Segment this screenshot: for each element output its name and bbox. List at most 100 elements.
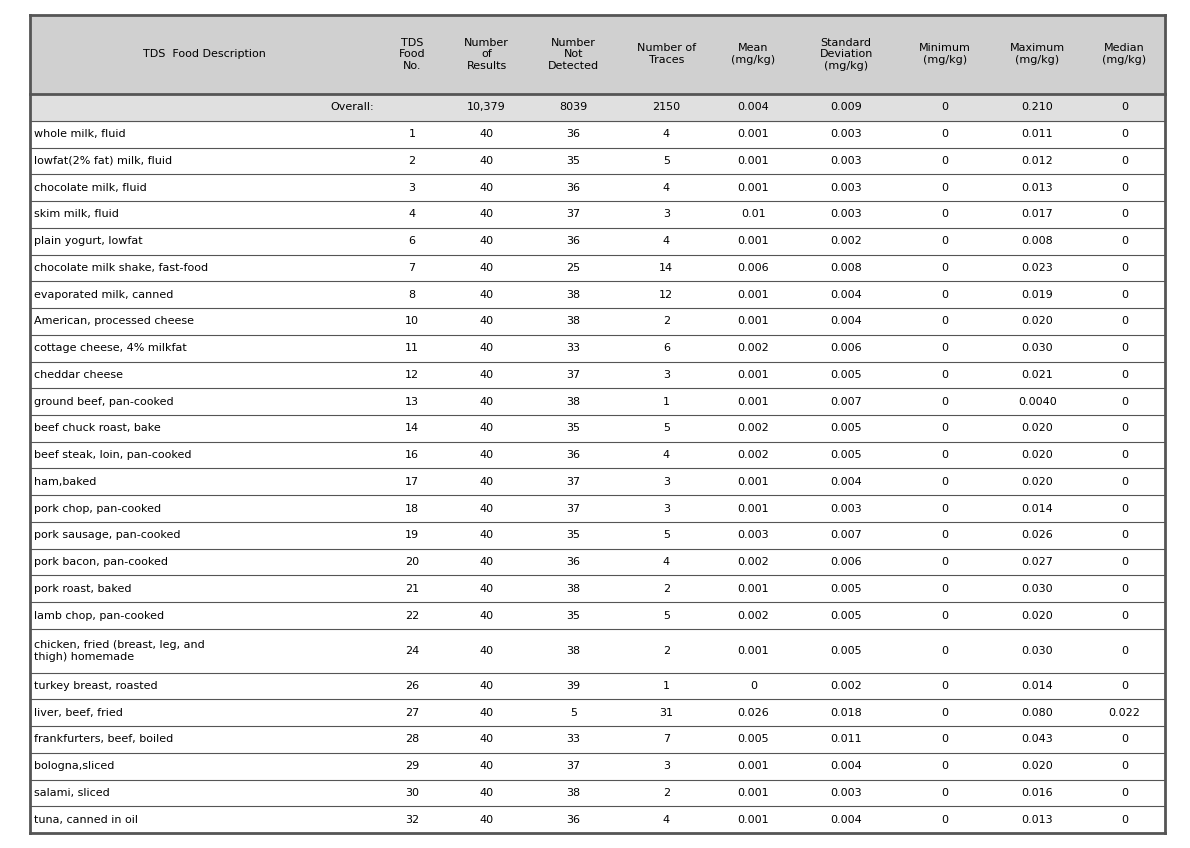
Text: 0: 0 <box>941 316 948 326</box>
Text: 0.020: 0.020 <box>1021 316 1053 326</box>
Text: pork roast, baked: pork roast, baked <box>35 583 132 594</box>
Text: 0: 0 <box>1121 316 1128 326</box>
Text: 3: 3 <box>663 504 670 514</box>
Text: 0.005: 0.005 <box>738 734 769 745</box>
Text: 0: 0 <box>1121 611 1128 621</box>
Text: 0.018: 0.018 <box>831 708 862 717</box>
Text: 0.020: 0.020 <box>1021 762 1053 771</box>
Text: chicken, fried (breast, leg, and
thigh) homemade: chicken, fried (breast, leg, and thigh) … <box>35 640 205 661</box>
Text: 0.002: 0.002 <box>738 557 769 567</box>
Text: 0.008: 0.008 <box>831 263 862 273</box>
Text: 0.007: 0.007 <box>831 397 862 407</box>
Text: 14: 14 <box>659 263 674 273</box>
Text: Standard
Deviation
(mg/kg): Standard Deviation (mg/kg) <box>820 37 872 71</box>
Text: 0.004: 0.004 <box>738 103 769 112</box>
Text: 3: 3 <box>663 209 670 220</box>
Text: 33: 33 <box>566 734 581 745</box>
Text: 2: 2 <box>663 788 670 798</box>
Text: 0.002: 0.002 <box>738 450 769 460</box>
Text: Minimum
(mg/kg): Minimum (mg/kg) <box>919 43 971 65</box>
Text: 36: 36 <box>566 450 581 460</box>
Text: 0.013: 0.013 <box>1022 182 1053 192</box>
Text: 0: 0 <box>1121 129 1128 139</box>
Text: 4: 4 <box>663 129 670 139</box>
Text: 24: 24 <box>405 645 419 656</box>
Text: chocolate milk shake, fast-food: chocolate milk shake, fast-food <box>35 263 208 273</box>
Text: 0: 0 <box>1121 397 1128 407</box>
Text: TDS
Food
No.: TDS Food No. <box>399 37 425 71</box>
Text: 39: 39 <box>566 681 581 691</box>
Text: 0: 0 <box>941 611 948 621</box>
Text: 40: 40 <box>480 504 494 514</box>
Text: 40: 40 <box>480 583 494 594</box>
Text: 0.001: 0.001 <box>738 504 769 514</box>
Text: evaporated milk, canned: evaporated milk, canned <box>35 290 174 299</box>
Text: tuna, canned in oil: tuna, canned in oil <box>35 815 138 824</box>
Text: 40: 40 <box>480 182 494 192</box>
Text: 40: 40 <box>480 530 494 540</box>
Text: 36: 36 <box>566 182 581 192</box>
Text: lamb chop, pan-cooked: lamb chop, pan-cooked <box>35 611 164 621</box>
Text: 0: 0 <box>1121 583 1128 594</box>
Text: 0.003: 0.003 <box>738 530 769 540</box>
Text: American, processed cheese: American, processed cheese <box>35 316 194 326</box>
Text: 0: 0 <box>941 645 948 656</box>
Text: 0.004: 0.004 <box>831 815 862 824</box>
Text: 10: 10 <box>405 316 419 326</box>
Text: 5: 5 <box>663 611 670 621</box>
Text: 0.001: 0.001 <box>738 583 769 594</box>
Text: 0.003: 0.003 <box>831 129 862 139</box>
Text: 3: 3 <box>408 182 415 192</box>
Text: 0: 0 <box>941 788 948 798</box>
Text: 40: 40 <box>480 681 494 691</box>
Text: 0.005: 0.005 <box>831 645 862 656</box>
Text: 40: 40 <box>480 708 494 717</box>
Text: 38: 38 <box>566 788 581 798</box>
Text: 40: 40 <box>480 397 494 407</box>
Text: 2150: 2150 <box>652 103 681 112</box>
Text: liver, beef, fried: liver, beef, fried <box>35 708 123 717</box>
Text: 0.01: 0.01 <box>741 209 765 220</box>
Text: 4: 4 <box>663 557 670 567</box>
Text: 0.004: 0.004 <box>831 762 862 771</box>
Text: 40: 40 <box>480 762 494 771</box>
Text: 0: 0 <box>941 815 948 824</box>
Text: ham,baked: ham,baked <box>35 477 96 487</box>
Text: 0.023: 0.023 <box>1021 263 1053 273</box>
Text: 0.043: 0.043 <box>1021 734 1053 745</box>
Text: 0.003: 0.003 <box>831 182 862 192</box>
Text: 8: 8 <box>408 290 415 299</box>
Text: 6: 6 <box>663 343 670 353</box>
Text: 40: 40 <box>480 450 494 460</box>
Text: 0: 0 <box>941 397 948 407</box>
Text: 36: 36 <box>566 129 581 139</box>
Text: 40: 40 <box>480 423 494 433</box>
Text: 0.014: 0.014 <box>1021 681 1053 691</box>
Text: 0.021: 0.021 <box>1021 370 1053 380</box>
Text: 40: 40 <box>480 815 494 824</box>
Text: 0.026: 0.026 <box>738 708 769 717</box>
Text: 0.005: 0.005 <box>831 611 862 621</box>
Text: 4: 4 <box>663 182 670 192</box>
Text: 0.001: 0.001 <box>738 129 769 139</box>
Text: 10,379: 10,379 <box>468 103 506 112</box>
Text: 0: 0 <box>941 423 948 433</box>
Text: 35: 35 <box>566 423 581 433</box>
Text: 32: 32 <box>405 815 419 824</box>
Text: 22: 22 <box>405 611 419 621</box>
Text: 17: 17 <box>405 477 419 487</box>
Text: 18: 18 <box>405 504 419 514</box>
Text: 0: 0 <box>941 583 948 594</box>
Text: 0: 0 <box>1121 530 1128 540</box>
Text: 0: 0 <box>941 557 948 567</box>
Text: 0.012: 0.012 <box>1021 156 1053 166</box>
Text: 0.080: 0.080 <box>1021 708 1053 717</box>
Text: Overall:: Overall: <box>331 103 374 112</box>
Text: 0: 0 <box>941 450 948 460</box>
Text: 40: 40 <box>480 290 494 299</box>
Text: 40: 40 <box>480 370 494 380</box>
Text: 0.003: 0.003 <box>831 156 862 166</box>
Text: 30: 30 <box>405 788 419 798</box>
Text: 0: 0 <box>1121 156 1128 166</box>
Text: 0.004: 0.004 <box>831 290 862 299</box>
